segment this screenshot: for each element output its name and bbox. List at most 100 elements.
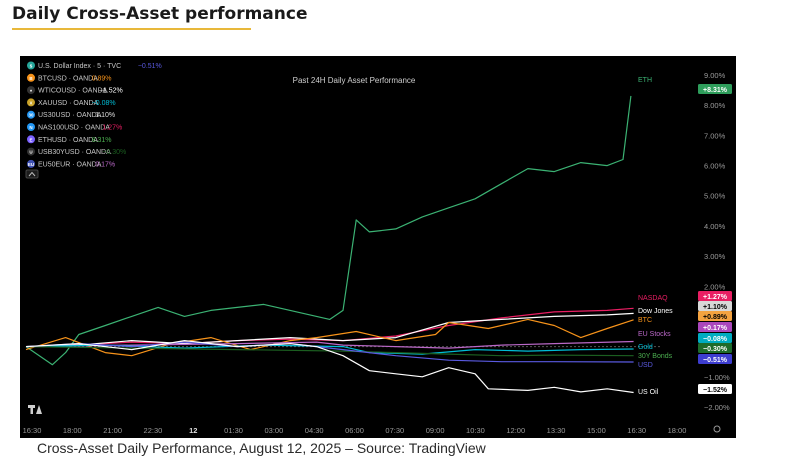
legend-symbol-icon: [27, 123, 35, 131]
x-tick-label: 21:00: [103, 426, 122, 435]
legend-symbol-icon-text: N: [29, 125, 32, 130]
x-tick-label: 15:00: [587, 426, 606, 435]
series-line: [25, 318, 634, 357]
legend-row-name: U.S. Dollar Index · 5 · TVC: [38, 63, 121, 70]
value-badge: [698, 301, 732, 311]
value-badge: [698, 384, 732, 394]
value-badge: [698, 322, 732, 332]
legend-symbol-icon: [27, 159, 35, 168]
x-tick-label: 06:00: [345, 426, 364, 435]
legend-row-value: 8.31%: [92, 137, 112, 144]
value-badge: [698, 291, 732, 301]
legend-symbol-icon: [27, 61, 35, 70]
series-line: [25, 340, 634, 349]
legend-symbol-icon-text: $: [30, 64, 33, 69]
legend-symbol-icon: [27, 135, 35, 144]
legend-symbol-icon-text: B: [29, 76, 33, 81]
y-tick-label: 8.00%: [704, 101, 726, 110]
legend-row-name: XAUUSD · OANDA: [38, 100, 99, 107]
series-line: [25, 340, 634, 394]
legend-row-value: −0.30%: [102, 149, 126, 156]
legend-row-value: 1.27%: [102, 125, 122, 132]
x-tick-label: 10:30: [466, 426, 485, 435]
series-line: [25, 307, 634, 348]
series-line: [25, 346, 634, 357]
y-tick-label: 7.00%: [704, 131, 726, 140]
value-badge-text: +1.10%: [703, 304, 728, 311]
x-tick-label: 12:00: [506, 426, 525, 435]
legend-symbol-icon-text: X: [29, 100, 32, 105]
value-badge-text: −0.30%: [703, 346, 728, 353]
x-tick-label: 16:30: [23, 426, 42, 435]
legend-collapse-button[interactable]: [25, 169, 39, 179]
value-badge: [698, 343, 732, 353]
series-line: [25, 312, 634, 348]
page-title: Daily Cross-Asset performance: [12, 4, 308, 24]
series-name-label: Gold: [638, 344, 653, 351]
series-name-label: Dow Jones: [638, 308, 673, 315]
x-tick-label: 03:00: [264, 426, 283, 435]
legend-row-name: EU50EUR · OANDA: [38, 161, 102, 168]
value-badge-text: +8.31%: [703, 87, 728, 94]
chart-title: Past 24H Daily Asset Performance: [293, 76, 416, 85]
legend-symbol-icon: [27, 73, 35, 82]
settings-icon[interactable]: [713, 425, 721, 433]
legend-row-name: USB30YUSD · OANDA: [38, 149, 111, 156]
value-badge: [698, 311, 732, 321]
series-name-label: BTC: [638, 317, 652, 324]
chart-panel[interactable]: 9.00% 8.00% 7.00% 6.00% 5.00% 4.00% 3.00% 2.00%…: [20, 56, 736, 438]
legend-symbol-icon: [27, 86, 35, 95]
value-badge-text: +1.27%: [703, 294, 728, 301]
legend-symbol-icon-text: U: [29, 150, 32, 155]
series-name-label: USD: [638, 362, 653, 369]
legend-symbol-icon: [27, 98, 35, 107]
legend-row-name: BTCUSD · OANDA: [38, 75, 98, 82]
series-name-label: ETH: [638, 77, 652, 84]
value-badge: [698, 333, 732, 343]
legend-symbol-icon-text: ♦: [30, 88, 33, 93]
tradingview-logo-stem: [30, 405, 33, 414]
legend-symbol-icon-text: 30: [28, 113, 34, 118]
y-tick-label: 2.00%: [704, 282, 726, 291]
legend-symbol-icon: [27, 147, 35, 156]
legend-row-value: −1.52%: [99, 88, 123, 95]
legend-row-value: 0.89%: [92, 75, 112, 82]
y-tick-label: 4.00%: [704, 222, 726, 231]
x-tick-label: 01:30: [224, 426, 243, 435]
series-name-label: US Oil: [638, 389, 659, 396]
legend-row-name: ETHUSD · OANDA: [38, 137, 98, 144]
value-badge-text: −1.52%: [703, 387, 728, 394]
x-tick-label: 13:30: [547, 426, 566, 435]
legend-row-value: −0.08%: [92, 100, 116, 107]
y-tick-label: 9.00%: [704, 71, 726, 80]
legend-row-value: 0.17%: [95, 161, 115, 168]
chevron-up-icon: [28, 171, 36, 177]
legend-row-value: −0.51%: [138, 63, 162, 70]
x-tick-label: 07:30: [385, 426, 404, 435]
legend-row-name: WTICOUSD · OANDA: [38, 88, 108, 95]
title-underline: [12, 28, 251, 30]
legend-row-value: 1.10%: [95, 112, 115, 119]
legend-row-name: US30USD · OANDA: [38, 112, 102, 119]
x-tick-label: 04:30: [305, 426, 324, 435]
x-tick-label: 12: [189, 426, 197, 435]
value-badge-text: −0.51%: [703, 357, 728, 364]
x-tick-label: 09:00: [426, 426, 445, 435]
value-badge-text: −0.08%: [703, 336, 728, 343]
x-tick-label: 18:00: [668, 426, 687, 435]
legend-symbol-icon-text: E: [29, 137, 32, 142]
y-tick-label: 3.00%: [704, 252, 726, 261]
value-badge: [698, 354, 732, 364]
x-tick-label: 22:30: [144, 426, 163, 435]
value-badge: [698, 84, 732, 94]
value-badge-text: +0.89%: [703, 314, 728, 321]
legend-symbol-icon: [27, 110, 35, 119]
value-badge-text: +0.17%: [703, 325, 728, 332]
series-name-label: EU Stocks: [638, 331, 671, 338]
x-tick-label: 18:00: [63, 426, 82, 435]
y-tick-label: 6.00%: [704, 162, 726, 171]
chart-svg: 9.00% 8.00% 7.00% 6.00% 5.00% 4.00% 3.00% 2.00%…: [23, 61, 732, 435]
figure-caption: Cross-Asset Daily Performance, August 12…: [37, 440, 486, 456]
series-name-label: 30Y Bonds: [638, 353, 673, 360]
tradingview-logo-triangle: [36, 405, 42, 414]
